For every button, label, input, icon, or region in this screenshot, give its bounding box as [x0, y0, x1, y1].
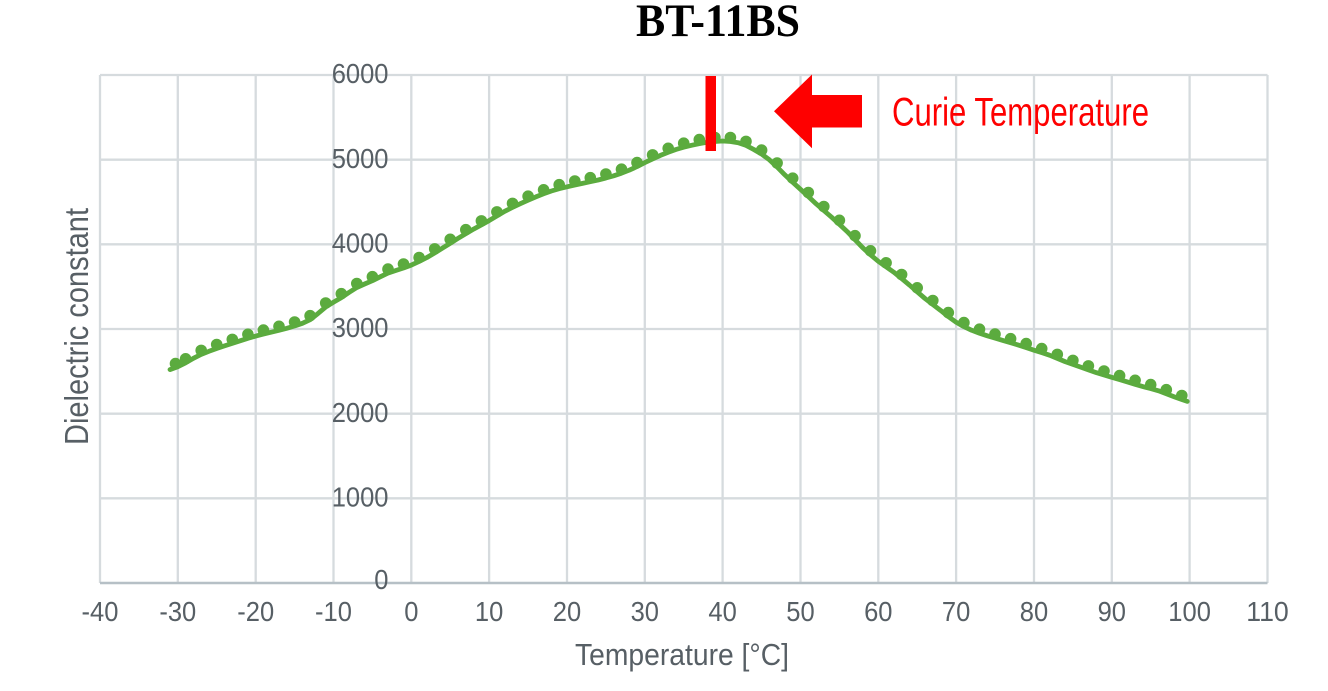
- svg-text:3000: 3000: [332, 312, 389, 343]
- svg-text:60: 60: [864, 596, 892, 627]
- svg-text:-30: -30: [159, 596, 196, 627]
- svg-text:Curie Temperature: Curie Temperature: [892, 91, 1149, 135]
- svg-text:110: 110: [1246, 596, 1289, 627]
- svg-text:Dielectric constant: Dielectric constant: [58, 208, 95, 445]
- svg-text:5000: 5000: [332, 143, 389, 174]
- svg-text:-40: -40: [82, 596, 119, 627]
- svg-text:-10: -10: [315, 596, 352, 627]
- svg-text:6000: 6000: [332, 58, 389, 89]
- svg-text:-20: -20: [237, 596, 274, 627]
- svg-text:40: 40: [708, 596, 736, 627]
- svg-text:BT-11BS: BT-11BS: [636, 0, 800, 47]
- svg-text:4000: 4000: [332, 228, 389, 259]
- svg-text:90: 90: [1098, 596, 1126, 627]
- svg-text:10: 10: [475, 596, 503, 627]
- svg-text:100: 100: [1168, 596, 1211, 627]
- svg-text:70: 70: [942, 596, 970, 627]
- svg-text:0: 0: [404, 596, 418, 627]
- svg-text:20: 20: [553, 596, 581, 627]
- svg-text:Temperature [°C]: Temperature [°C]: [575, 637, 789, 672]
- svg-text:50: 50: [786, 596, 814, 627]
- svg-text:0: 0: [374, 564, 388, 595]
- svg-text:80: 80: [1020, 596, 1048, 627]
- svg-text:30: 30: [631, 596, 659, 627]
- svg-text:2000: 2000: [332, 397, 389, 428]
- svg-text:1000: 1000: [332, 482, 389, 513]
